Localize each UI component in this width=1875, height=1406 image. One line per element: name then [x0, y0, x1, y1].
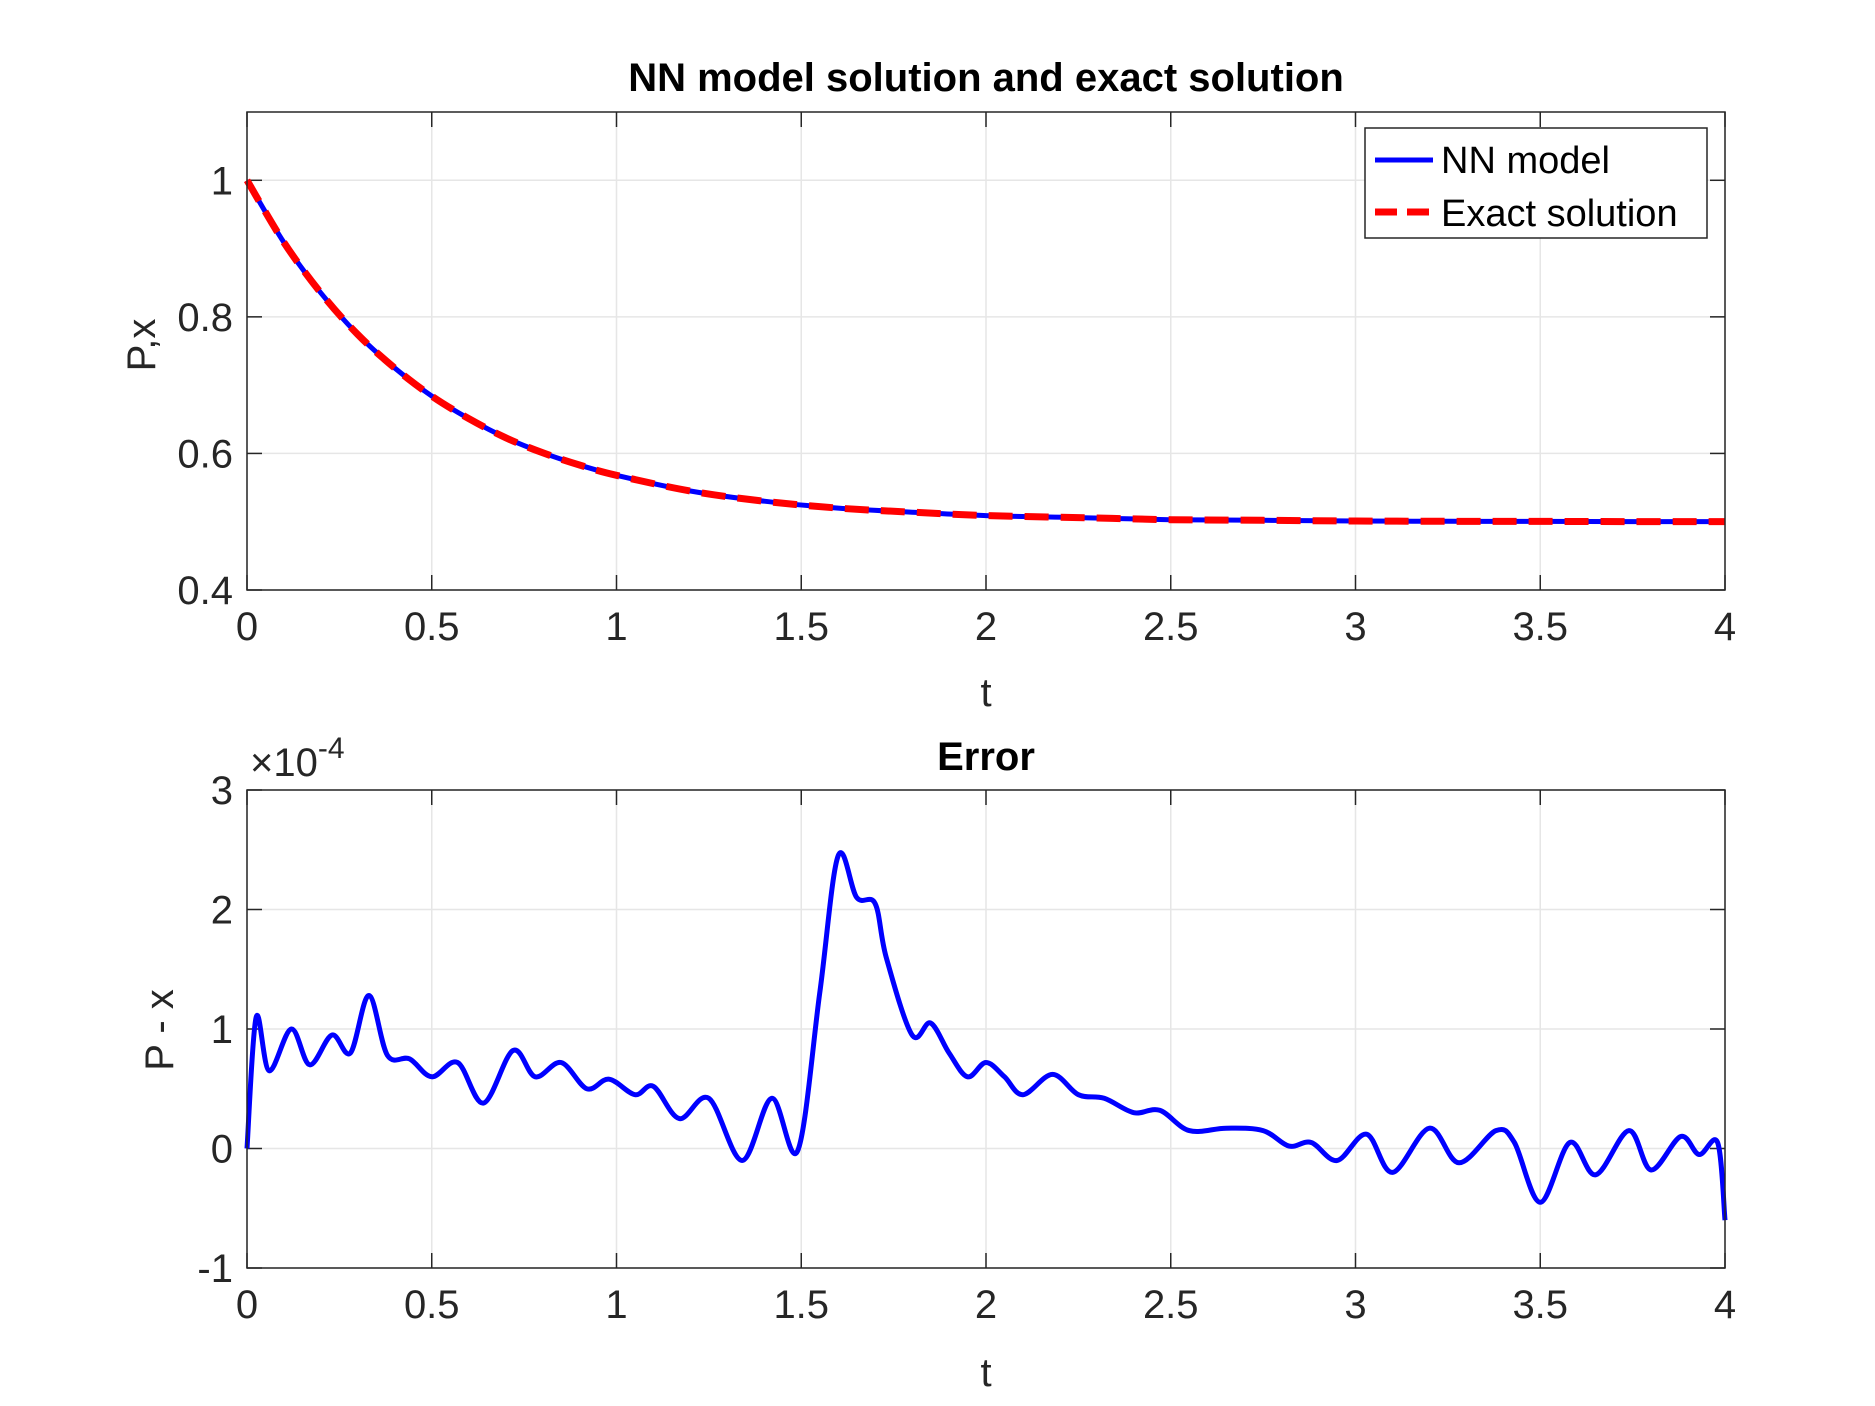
top-y-tick-label: 0.8 — [177, 296, 233, 340]
bottom-axes-frame — [246, 789, 1726, 1269]
top-chart-title: NN model solution and exact solution — [628, 56, 1344, 100]
bottom-x-tick-label: 2 — [975, 1283, 997, 1327]
exponent-base: ×10 — [250, 741, 318, 785]
top-y-tick-label: 0.6 — [177, 432, 233, 476]
top-x-tick-label: 3 — [1344, 605, 1366, 649]
exponent-multiplier: ×10-4 — [250, 732, 345, 785]
bottom-x-tick-label: 2.5 — [1143, 1283, 1199, 1327]
bottom-x-tick-label: 0 — [236, 1283, 258, 1327]
bottom-y-tick-label: -1 — [197, 1247, 233, 1291]
bottom-y-tick-label: 3 — [211, 769, 233, 813]
top-axes-ticks: 0 0.5 1 1.5 2 2.5 3 3.5 4 0.4 0.6 0.8 1 — [177, 112, 1736, 649]
top-y-axis-label: P,x — [120, 319, 164, 372]
top-x-tick-label: 2.5 — [1143, 605, 1199, 649]
top-x-tick-label: 0 — [236, 605, 258, 649]
bottom-y-tick-label: 0 — [211, 1128, 233, 1172]
bottom-axes-lines — [244, 850, 1728, 1221]
top-x-axis-label: t — [980, 671, 991, 715]
bottom-x-tick-label: 1.5 — [773, 1283, 829, 1327]
bottom-x-tick-label: 0.5 — [404, 1283, 460, 1327]
legend-label-exact-solution: Exact solution — [1441, 193, 1678, 235]
top-y-tick-label: 1 — [211, 159, 233, 203]
bottom-y-tick-label: 1 — [211, 1008, 233, 1052]
legend-box — [1364, 127, 1708, 239]
bottom-x-axis-label: t — [980, 1351, 991, 1395]
top-axes-frame — [246, 111, 1726, 591]
top-axes: 0 0.5 1 1.5 2 2.5 3 3.5 4 0.4 0.6 0.8 1 NN model sol… — [120, 56, 1736, 715]
top-x-tick-label: 0.5 — [404, 605, 460, 649]
legend-label-nn-model: NN model — [1441, 140, 1610, 182]
top-x-tick-label: 4 — [1714, 605, 1736, 649]
top-x-tick-label: 1 — [605, 605, 627, 649]
bottom-y-tick-label: 2 — [211, 889, 233, 933]
top-series-line-exact-solution — [244, 178, 1725, 526]
top-x-tick-label: 1.5 — [773, 605, 829, 649]
top-x-tick-label: 3.5 — [1512, 605, 1568, 649]
top-axes-lines — [244, 178, 1725, 526]
bottom-x-tick-label: 3 — [1344, 1283, 1366, 1327]
bottom-y-axis-label: P - x — [138, 989, 182, 1071]
bottom-x-tick-label: 1 — [605, 1283, 627, 1327]
top-y-tick-label: 0.4 — [177, 569, 233, 613]
bottom-x-tick-label: 3.5 — [1512, 1283, 1568, 1327]
bottom-x-tick-label: 4 — [1714, 1283, 1736, 1327]
bottom-series-line-p-x — [244, 850, 1728, 1221]
top-x-tick-label: 2 — [975, 605, 997, 649]
top-legend: NN model Exact solution — [1364, 127, 1708, 239]
bottom-chart-title: Error — [937, 735, 1035, 779]
exponent-power: -4 — [318, 732, 345, 765]
